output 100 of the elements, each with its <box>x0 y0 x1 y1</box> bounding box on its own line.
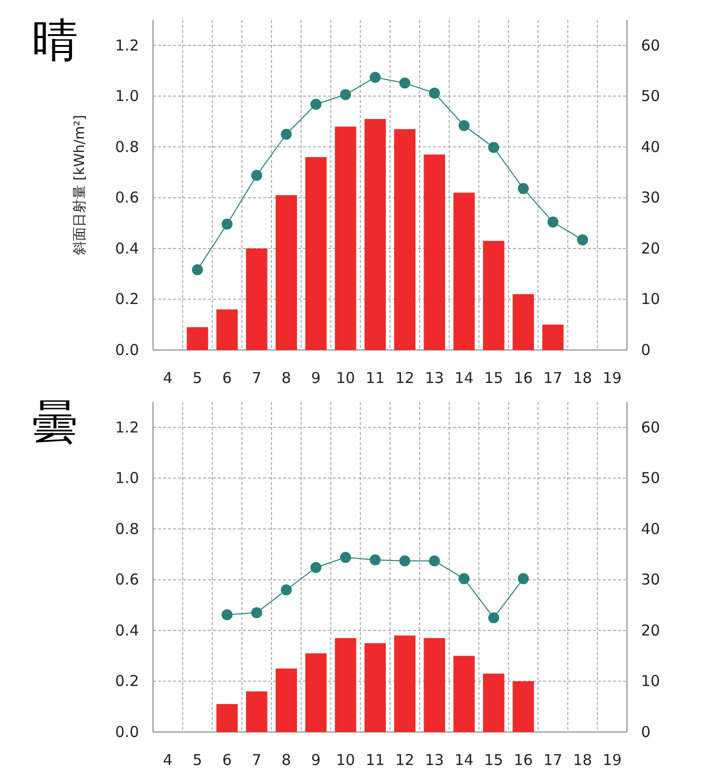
bar <box>483 674 504 732</box>
point <box>488 612 500 624</box>
y2-tick-label: 20 <box>641 239 660 258</box>
bar <box>364 643 386 732</box>
y2-tick-label: 50 <box>641 469 660 488</box>
x-tick-label: 13 <box>424 751 444 769</box>
x-tick-label: 9 <box>311 751 321 769</box>
x-tick-label: 15 <box>484 751 504 769</box>
x-tick-label: 12 <box>395 369 414 387</box>
chart-title: 晴 <box>32 13 78 67</box>
bar <box>276 195 297 350</box>
bar <box>483 240 504 350</box>
point <box>547 216 558 228</box>
x-tick-label: 4 <box>163 751 173 769</box>
y-tick-label: 0.6 <box>115 188 139 207</box>
y-tick-label: 0.4 <box>115 239 139 258</box>
x-tick-label: 8 <box>282 369 292 387</box>
x-tick-label: 16 <box>514 369 533 387</box>
point <box>370 72 381 83</box>
bar <box>305 157 327 350</box>
point <box>428 555 440 566</box>
y2-tick-label: 60 <box>641 418 660 436</box>
x-tick-label: 8 <box>282 751 292 769</box>
y-tick-label: 0.0 <box>115 723 139 741</box>
bar <box>364 119 386 350</box>
y-tick-label: 0.0 <box>115 341 139 359</box>
y2-tick-label: 10 <box>641 290 660 308</box>
y-tick-label: 0.2 <box>115 290 139 308</box>
y2-tick-label: 50 <box>641 87 660 106</box>
x-tick-label: 7 <box>252 751 262 769</box>
x-tick-label: 6 <box>222 369 232 387</box>
x-tick-label: 19 <box>602 751 622 769</box>
y2-tick-label: 30 <box>641 570 660 589</box>
point <box>251 170 262 181</box>
point <box>518 573 529 584</box>
x-tick-label: 5 <box>192 751 202 769</box>
x-tick-label: 19 <box>602 369 622 387</box>
y2-tick-label: 40 <box>641 138 660 156</box>
y-axis-title: 斜面日射量 [kWh/m²] <box>72 114 88 256</box>
x-tick-label: 15 <box>484 369 504 387</box>
bar <box>246 248 268 350</box>
x-tick-label: 6 <box>222 751 232 769</box>
y-tick-label: 0.8 <box>115 138 139 156</box>
y2-tick-label: 60 <box>641 36 660 54</box>
x-tick-label: 16 <box>514 751 533 769</box>
point <box>192 264 203 276</box>
point <box>370 554 381 566</box>
point <box>222 609 233 620</box>
y2-tick-label: 0 <box>641 723 651 741</box>
y-tick-label: 1.0 <box>115 87 139 106</box>
y2-tick-label: 10 <box>641 672 660 690</box>
bar <box>276 668 297 732</box>
point <box>340 89 352 100</box>
bar <box>424 154 446 350</box>
bar <box>216 309 238 350</box>
bar <box>334 638 356 732</box>
bar <box>542 324 564 350</box>
y-tick-label: 0.4 <box>115 621 139 640</box>
point <box>428 88 440 99</box>
point <box>222 218 233 230</box>
bar <box>512 681 534 732</box>
point <box>399 555 410 566</box>
point <box>280 128 292 140</box>
x-tick-label: 18 <box>573 369 592 387</box>
point <box>310 98 322 110</box>
point <box>458 120 470 132</box>
x-tick-label: 14 <box>454 369 474 387</box>
bar <box>305 653 327 732</box>
point <box>488 142 500 153</box>
point <box>577 234 588 246</box>
x-tick-label: 9 <box>311 369 321 387</box>
point <box>310 562 322 574</box>
point <box>340 552 352 563</box>
y2-tick-label: 40 <box>641 520 660 538</box>
x-tick-label: 5 <box>192 369 202 387</box>
x-tick-label: 11 <box>366 369 385 387</box>
bar <box>424 638 446 732</box>
x-tick-label: 4 <box>163 369 173 387</box>
y-tick-label: 0.8 <box>115 520 139 538</box>
y2-tick-label: 0 <box>641 341 651 359</box>
bar <box>512 294 534 350</box>
x-tick-label: 18 <box>573 751 592 769</box>
point <box>399 77 410 88</box>
y-tick-label: 1.2 <box>115 418 139 436</box>
x-tick-label: 17 <box>543 751 562 769</box>
bar <box>453 192 475 350</box>
bar <box>334 126 356 350</box>
x-tick-label: 7 <box>252 369 262 387</box>
y2-tick-label: 30 <box>641 188 660 207</box>
y-tick-label: 0.2 <box>115 672 139 690</box>
point <box>251 607 262 618</box>
x-tick-label: 17 <box>543 369 562 387</box>
y-tick-label: 0.6 <box>115 570 139 589</box>
bar <box>216 704 238 732</box>
point <box>518 183 529 194</box>
y2-tick-label: 20 <box>641 621 660 640</box>
bar <box>186 327 208 350</box>
x-tick-label: 12 <box>395 751 414 769</box>
y-tick-label: 1.0 <box>115 469 139 488</box>
bar <box>394 636 416 732</box>
